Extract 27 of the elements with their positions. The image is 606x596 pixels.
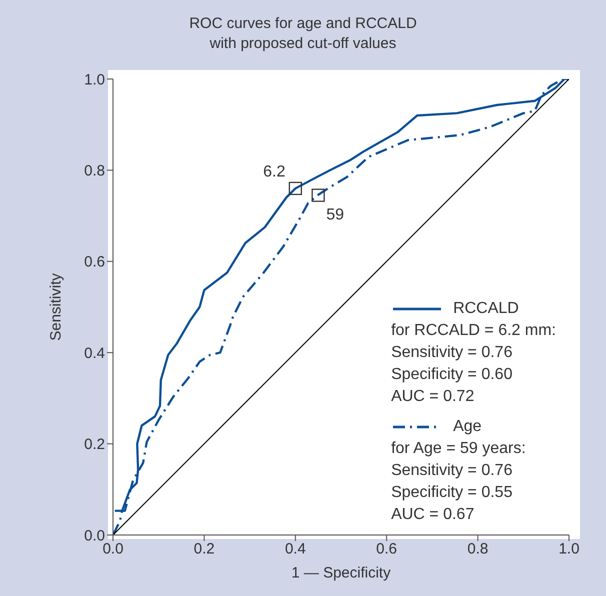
x-axis-title: 1 — Specificity	[291, 564, 392, 582]
y-tick-label: 0.6	[84, 254, 105, 271]
legend-label: RCCALD	[453, 299, 519, 319]
annotation: for Age = 59 years:	[391, 439, 527, 459]
chart-title: ROC curves for age and RCCALD with proposed cut-off values	[188, 14, 418, 54]
x-tick-label: 1.0	[558, 540, 580, 558]
x-tick-label: 0.6	[376, 540, 398, 558]
annotation: 59	[326, 206, 344, 224]
y-tick-label: 0.4	[84, 344, 105, 362]
y-axis-title: Sensitivity	[47, 272, 64, 341]
y-tick-label: 0.8	[84, 162, 105, 180]
annotation: AUC = 0.67	[391, 505, 476, 525]
legend-label: Age	[453, 417, 482, 437]
y-tick-label: 0.0	[84, 527, 105, 544]
annotation: Specificity = 0.60	[391, 365, 514, 385]
annotation: Specificity = 0.55	[391, 483, 514, 503]
x-tick-label: 0.4	[284, 540, 306, 558]
annotation: Sensitivity = 0.76	[391, 461, 514, 481]
annotation: for RCCALD = 6.2 mm:	[391, 321, 556, 341]
x-tick-label: 0.2	[194, 540, 215, 558]
annotation: Sensitivity = 0.76	[391, 343, 514, 363]
x-tick-label: 0.8	[467, 540, 488, 558]
annotation: 6.2	[263, 163, 286, 180]
x-tick-label: 0.0	[102, 540, 124, 558]
y-tick-label: 1.0	[84, 71, 105, 88]
y-tick-label: 0.2	[84, 436, 105, 454]
annotation: AUC = 0.72	[391, 387, 476, 407]
